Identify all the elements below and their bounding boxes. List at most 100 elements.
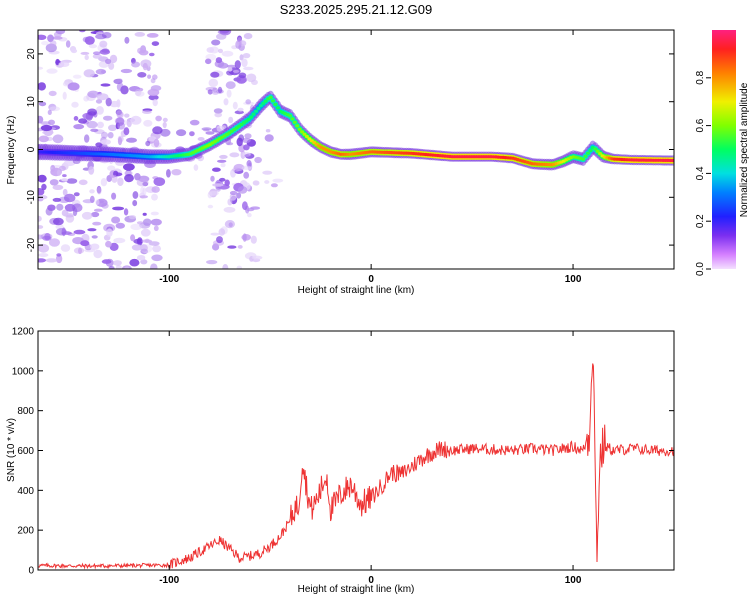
spectrogram-noise-blob [115, 117, 125, 126]
spectrogram-noise-blob [221, 50, 234, 57]
spectrogram-x-tick-label: -100 [159, 274, 179, 285]
snr-x-tick-label: 100 [565, 575, 582, 586]
spectrogram-noise-blob [197, 137, 205, 141]
spectrogram-ridge-core [300, 130, 305, 134]
spectrogram-noise-blob [205, 58, 212, 65]
spectrogram-noise-blob [91, 211, 100, 218]
spectrogram-noise-blob [250, 235, 257, 244]
spectrogram-ridge-layer [38, 90, 674, 171]
spectrogram-noise-blob [241, 165, 252, 170]
spectrogram-noise-blob [38, 258, 47, 263]
spectrogram-ridge-core [288, 114, 292, 118]
spectrogram-noise-blob [130, 223, 142, 231]
spectrogram-noise-blob [53, 217, 64, 226]
spectrogram-noise-blob [67, 82, 80, 91]
spectrogram-noise-blob [211, 39, 221, 46]
spectrogram-noise-blob [136, 178, 149, 187]
spectrogram-noise-blob [105, 97, 112, 107]
spectrogram-noise-blob [116, 110, 123, 117]
spectrogram-noise-blob [38, 34, 47, 40]
spectrogram-ridge-core [256, 106, 261, 110]
spectrogram-noise-blob [122, 163, 135, 171]
spectrogram-noise-blob [123, 208, 129, 216]
snr-y-tick-label: 400 [17, 486, 34, 497]
spectrogram-noise-blob [244, 133, 252, 139]
spectrogram-noise-blob [96, 185, 102, 194]
spectrogram-noise-blob [112, 206, 125, 211]
spectrogram-noise-blob [113, 237, 126, 244]
spectrogram-noise-blob [218, 48, 223, 54]
spectrogram-noise-blob [203, 128, 210, 132]
spectrogram-noise-blob [162, 121, 167, 129]
spectrogram-noise-blob [212, 183, 224, 187]
spectrogram-noise-blob [217, 86, 223, 94]
spectrogram-ridge-core [670, 158, 674, 163]
spectrogram-noise-blob [78, 179, 88, 186]
snr-y-tick-label: 0 [28, 566, 34, 577]
spectrogram-x-tick-label: 0 [368, 274, 374, 285]
spectrogram-noise-blob [115, 264, 122, 269]
spectrogram-ridge-core [583, 154, 588, 158]
spectrogram-noise-blob [236, 77, 247, 84]
spectrogram-noise-blob [90, 243, 100, 250]
spectrogram-noise-blob [62, 188, 68, 196]
spectrogram-noise-blob [150, 211, 159, 216]
spectrogram-noise-blob [73, 192, 80, 197]
spectrogram-noise-blob [62, 91, 67, 100]
spectrogram-y-tick-label: 20 [26, 48, 37, 60]
spectrogram-noise-blob [107, 132, 114, 139]
spectrogram-noise-blob [148, 241, 160, 246]
spectrogram-noise-blob [207, 204, 214, 209]
spectrogram-noise-blob [55, 224, 64, 230]
spectrogram-noise-blob [229, 193, 237, 201]
spectrogram-noise-blob [244, 154, 250, 158]
spectrogram-noise-blob [52, 134, 64, 144]
spectrogram-noise-blob [113, 260, 122, 266]
spectrogram-noise-blob [95, 106, 104, 115]
spectrogram-noise-blob [38, 174, 47, 183]
snr-y-axis: 0 200 400 600 800 1000 1200 [12, 327, 674, 577]
spectrogram-noise-blob [234, 60, 241, 69]
spectrogram-noise-blob [106, 228, 113, 237]
spectrogram-noise-blob [56, 253, 62, 257]
spectrogram-noise-blob [70, 48, 78, 54]
spectrogram-noise-blob [220, 163, 226, 168]
spectrogram-noise-blob [142, 62, 148, 71]
spectrogram-noise-blob [105, 58, 112, 64]
spectrogram-y-tick-label: 0 [26, 146, 37, 152]
spectrogram-noise-blob [225, 81, 236, 89]
spectrogram-noise-blob [42, 235, 52, 241]
spectrogram-noise-blob [243, 66, 254, 71]
spectrogram-noise-blob [242, 152, 251, 157]
spectrogram-noise-blob [87, 228, 97, 232]
spectrogram-noise-blob [78, 118, 88, 124]
spectrogram-noise-blob [101, 69, 106, 74]
spectrogram-noise-blob [254, 156, 262, 164]
spectrogram-ridge-core [586, 151, 590, 155]
spectrogram-y-axis-label: Frequency (Hz) [6, 116, 17, 185]
spectrogram-noise-blob [140, 248, 148, 255]
spectrogram-noise-blob [80, 51, 90, 55]
spectrogram-noise-blob [63, 193, 76, 203]
spectrogram-noise-blob [232, 101, 238, 110]
spectrogram-noise-blob [61, 178, 69, 182]
spectrogram-noise-blob [38, 225, 44, 229]
spectrogram-noise-blob [142, 212, 147, 216]
spectrogram-noise-blob [222, 264, 229, 269]
spectrogram-noise-blob [162, 117, 168, 123]
colorbar-tick-label: 0.8 [695, 70, 706, 84]
spectrogram-noise-blob [73, 247, 85, 254]
spectrogram-noise-blob [79, 30, 86, 33]
colorbar-label: Normalized spectral amplitude [739, 82, 750, 217]
spectrogram-noise-blob [66, 178, 78, 184]
spectrogram-noise-blob [100, 178, 108, 187]
spectrogram-noise-blob [93, 208, 103, 212]
spectrogram-noise-blob [206, 260, 218, 265]
figure-title: S233.2025.295.21.12.G09 [280, 2, 433, 17]
spectrogram-noise-blob [149, 52, 155, 57]
spectrogram-noise-blob [100, 139, 112, 145]
spectrogram-noise-blob [246, 207, 255, 212]
spectrogram-noise-blob [45, 258, 58, 263]
spectrogram-noise-blob [89, 189, 95, 194]
